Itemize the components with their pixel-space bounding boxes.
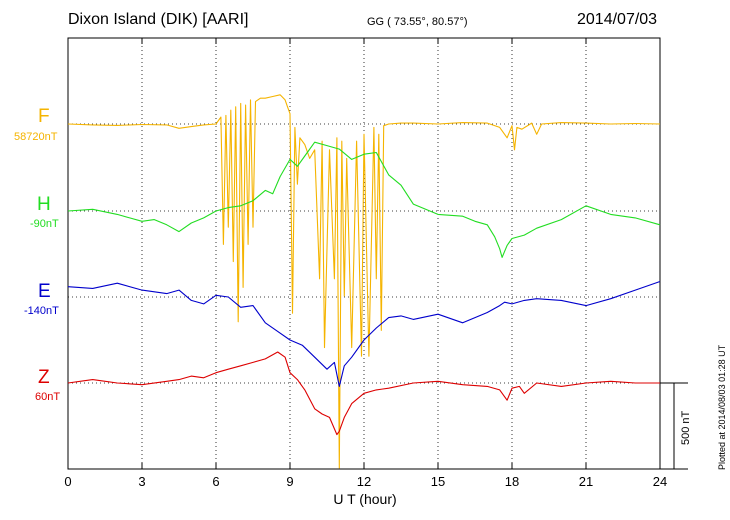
x-axis-label: U T (hour) <box>333 491 397 507</box>
x-tick-marks <box>67 38 661 469</box>
x-tick-label: 21 <box>578 474 594 489</box>
series-group <box>67 94 661 469</box>
channel-e-label: E <box>38 281 51 302</box>
x-tick-label: 9 <box>286 474 294 489</box>
channel-h-baseline: -90nT <box>30 218 59 230</box>
series-line-f <box>67 94 661 469</box>
channel-h-label: H <box>37 194 51 215</box>
coordinates-label: GG ( 73.55°, 80.57°) <box>367 16 468 28</box>
x-tick-label: 24 <box>652 474 668 489</box>
grid-lines <box>68 38 660 469</box>
plotted-timestamp: Plotted at 2014/08/03 01:28 UT <box>717 344 727 470</box>
scale-bar <box>660 382 688 470</box>
series-line-z <box>67 351 660 436</box>
date-label: 2014/07/03 <box>577 11 658 28</box>
x-tick-label: 0 <box>64 474 72 489</box>
x-tick-label: 12 <box>356 474 372 489</box>
x-tick-label: 3 <box>138 474 146 489</box>
x-tick-label: 15 <box>430 474 446 489</box>
channel-f-baseline: 58720nT <box>14 131 58 143</box>
channel-z-label: Z <box>38 367 50 388</box>
x-tick-label: 18 <box>504 474 520 489</box>
channel-e-baseline: -140nT <box>24 305 59 317</box>
channel-f-label: F <box>38 106 50 127</box>
scale-bar-label: 500 nT <box>680 410 692 445</box>
x-tick-label: 6 <box>212 474 220 489</box>
series-line-e <box>67 280 661 387</box>
channel-z-baseline: 60nT <box>35 391 61 403</box>
series-line-h <box>67 141 661 258</box>
station-title: Dixon Island (DIK) [AARI] <box>68 11 249 28</box>
